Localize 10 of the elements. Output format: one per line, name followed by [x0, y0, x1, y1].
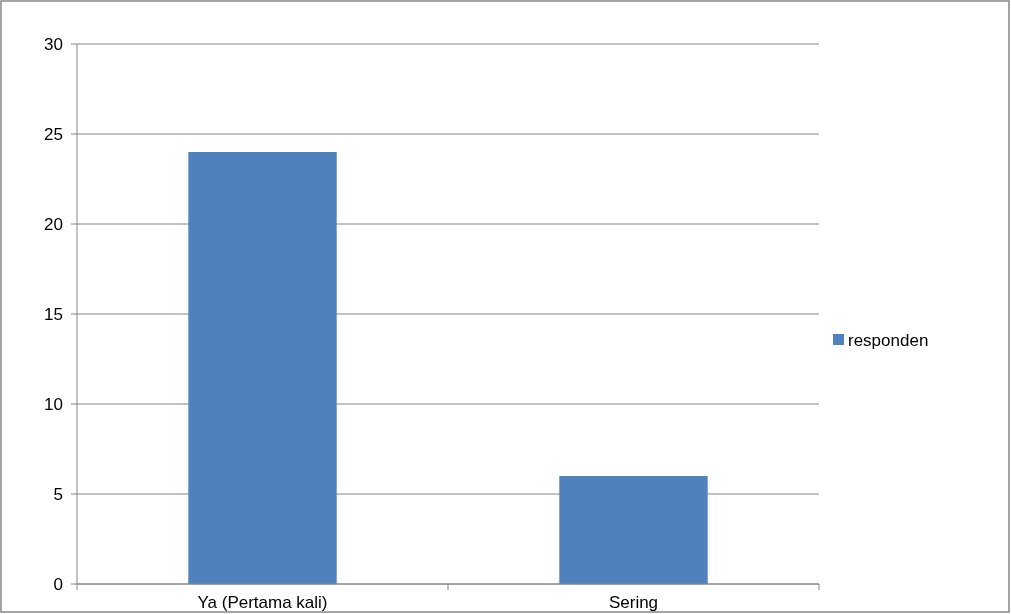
y-tick-label: 20 [44, 214, 63, 234]
y-tick-label: 25 [44, 124, 63, 144]
legend-label: responden [848, 330, 929, 350]
x-tick-label: Sering [608, 593, 659, 612]
x-tick-label: Ya (Pertama kali) [197, 593, 328, 612]
y-tick-label: 5 [53, 484, 63, 504]
y-tick-label: 0 [53, 574, 63, 594]
y-tick-label: 15 [44, 304, 63, 324]
y-tick-label: 30 [44, 34, 63, 54]
y-tick-label: 10 [44, 394, 63, 414]
